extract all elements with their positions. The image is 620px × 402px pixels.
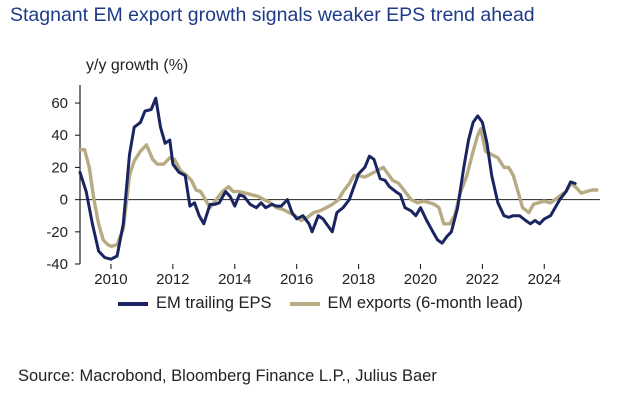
series-line-em-exports: [78, 127, 599, 248]
legend-swatch-exports: [289, 301, 320, 306]
y-tick-label: -40: [46, 256, 68, 273]
y-axis-label: y/y growth (%): [86, 57, 189, 74]
x-tick-label: 2018: [342, 271, 375, 288]
x-tick-label: 2012: [156, 271, 189, 288]
x-tick-label: 2022: [466, 271, 499, 288]
chart-title: Stagnant EM export growth signals weaker…: [10, 4, 535, 26]
x-tick-label: 2020: [404, 271, 437, 288]
series-layer: [78, 96, 599, 261]
legend-label-exports: EM exports (6-month lead): [327, 294, 523, 312]
legend-swatch-eps: [118, 301, 148, 306]
y-tick-label: 20: [51, 159, 68, 176]
x-tick-label: 2010: [94, 271, 127, 288]
y-tick-label: 0: [60, 192, 68, 209]
x-tick-label: 2016: [280, 271, 313, 288]
series-line-em-trailing-eps: [78, 96, 577, 261]
x-tick-label: 2024: [528, 271, 561, 288]
source-note: Source: Macrobond, Bloomberg Finance L.P…: [18, 367, 437, 385]
y-tick-label: -20: [46, 224, 68, 241]
axes: -40 -20 0 20 40 60 2010 2012 2014 2016 2018 2020 202…: [46, 85, 600, 288]
legend: EM trailing EPS EM exports (6-month lead…: [118, 294, 541, 313]
legend-label-eps: EM trailing EPS: [156, 294, 272, 312]
line-chart: -40 -20 0 20 40 60 2010 2012 2014 2016 2018 2020 202…: [46, 85, 600, 288]
y-tick-label: 60: [51, 95, 68, 112]
x-tick-label: 2014: [218, 271, 251, 288]
legend-item-eps: EM trailing EPS: [118, 294, 272, 313]
legend-item-exports: EM exports (6-month lead): [289, 294, 523, 313]
y-tick-label: 40: [51, 127, 68, 144]
